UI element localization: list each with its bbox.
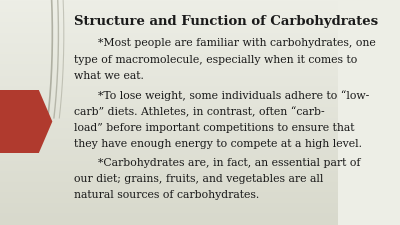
Text: *Carbohydrates are, in fact, an essential part of: *Carbohydrates are, in fact, an essentia… xyxy=(98,158,360,167)
Polygon shape xyxy=(0,90,52,153)
Text: they have enough energy to compete at a high level.: they have enough energy to compete at a … xyxy=(74,139,362,149)
Text: natural sources of carbohydrates.: natural sources of carbohydrates. xyxy=(74,190,260,200)
Text: our diet; grains, fruits, and vegetables are all: our diet; grains, fruits, and vegetables… xyxy=(74,174,324,184)
Text: *To lose weight, some individuals adhere to “low-: *To lose weight, some individuals adhere… xyxy=(98,90,369,101)
Text: *Most people are familiar with carbohydrates, one: *Most people are familiar with carbohydr… xyxy=(98,38,376,48)
Text: what we eat.: what we eat. xyxy=(74,71,144,81)
Text: load” before important competitions to ensure that: load” before important competitions to e… xyxy=(74,123,355,133)
Text: type of macromolecule, especially when it comes to: type of macromolecule, especially when i… xyxy=(74,55,358,65)
Text: carb” diets. Athletes, in contrast, often “carb-: carb” diets. Athletes, in contrast, ofte… xyxy=(74,106,325,117)
Text: Structure and Function of Carbohydrates: Structure and Function of Carbohydrates xyxy=(74,15,378,28)
